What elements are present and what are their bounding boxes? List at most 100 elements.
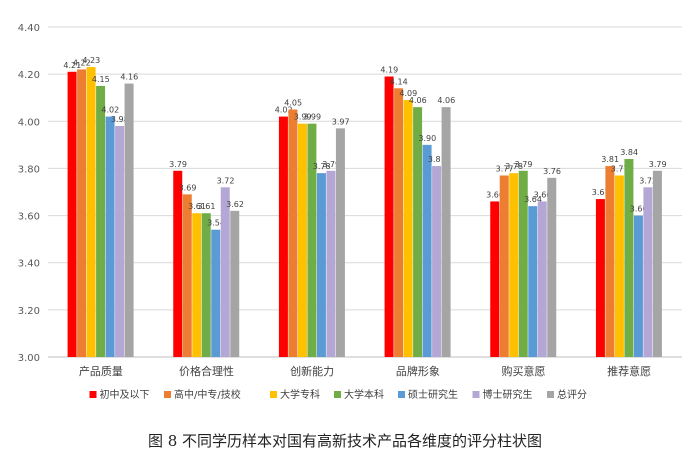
data-label: 3.79 bbox=[515, 160, 533, 169]
legend-swatch bbox=[89, 391, 97, 398]
data-label: 3.61 bbox=[198, 202, 216, 211]
y-tick-label: 4.40 bbox=[18, 23, 40, 34]
bar bbox=[547, 177, 557, 357]
data-label: 4.19 bbox=[380, 66, 398, 75]
data-label: 3.72 bbox=[217, 176, 235, 185]
bar bbox=[326, 170, 336, 357]
legend-label: 大学专科 bbox=[280, 388, 320, 401]
data-label: 3.69 bbox=[179, 183, 197, 192]
data-label: 3.62 bbox=[226, 200, 244, 209]
x-tick-label: 推荐意愿 bbox=[607, 364, 651, 378]
bar bbox=[499, 175, 509, 357]
bar bbox=[403, 100, 413, 358]
bar bbox=[307, 123, 317, 358]
data-label: 4.09 bbox=[399, 89, 417, 98]
x-tick-label: 创新能力 bbox=[290, 364, 334, 378]
data-label: 3.72 bbox=[639, 176, 657, 185]
data-label: 3.97 bbox=[332, 117, 350, 126]
bar bbox=[86, 67, 96, 358]
data-label: 3.54 bbox=[207, 219, 225, 228]
bar bbox=[201, 213, 211, 357]
data-label: 4.22 bbox=[73, 58, 91, 67]
bar bbox=[230, 210, 240, 357]
data-label: 3.84 bbox=[620, 148, 638, 157]
bar bbox=[278, 116, 288, 357]
legend-label: 大学本科 bbox=[344, 388, 384, 401]
data-label: 4.14 bbox=[390, 77, 408, 86]
data-label: 4.21 bbox=[63, 61, 81, 70]
bar bbox=[509, 173, 519, 357]
bar bbox=[67, 71, 77, 358]
data-label: 3.78 bbox=[313, 162, 331, 171]
bar bbox=[518, 170, 528, 357]
y-tick-label: 3.20 bbox=[18, 306, 40, 317]
legend-label: 硕士研究生 bbox=[408, 388, 458, 401]
legend-label: 总评分 bbox=[557, 388, 587, 401]
data-label: 3.77 bbox=[611, 165, 629, 174]
data-label: 3.64 bbox=[524, 195, 542, 204]
bar bbox=[394, 88, 404, 358]
data-label: 3.90 bbox=[418, 134, 436, 143]
bar bbox=[211, 229, 221, 357]
x-tick-label: 品牌形象 bbox=[396, 364, 440, 378]
legend-swatch bbox=[334, 391, 341, 398]
data-label: 4.23 bbox=[82, 56, 100, 65]
bar bbox=[96, 85, 106, 357]
bar bbox=[182, 194, 192, 357]
legend-swatch bbox=[164, 391, 171, 398]
data-label: 3.79 bbox=[322, 160, 340, 169]
data-label: 3.79 bbox=[169, 160, 187, 169]
bar bbox=[173, 170, 183, 357]
data-label: 3.79 bbox=[649, 160, 667, 169]
legend-swatch bbox=[398, 391, 405, 398]
bar bbox=[297, 123, 307, 358]
y-tick-label: 4.20 bbox=[18, 70, 40, 81]
bar bbox=[605, 166, 615, 357]
data-label: 4.06 bbox=[409, 96, 427, 105]
data-label: 3.81 bbox=[601, 155, 619, 164]
x-tick-label: 价格合理性 bbox=[179, 364, 234, 378]
bar bbox=[413, 107, 423, 358]
bar bbox=[432, 166, 442, 357]
bar bbox=[384, 76, 394, 357]
legend-swatch bbox=[547, 391, 554, 398]
data-label: 4.05 bbox=[284, 99, 302, 108]
data-label: 3.99 bbox=[303, 113, 321, 122]
data-label: 3.67 bbox=[592, 188, 610, 197]
x-tick-label: 购买意愿 bbox=[502, 364, 546, 378]
data-label: 4.06 bbox=[437, 96, 455, 105]
bar bbox=[115, 126, 125, 357]
figure-caption: 图 8 不同学历样本对国有高新技术产品各维度的评分柱状图 bbox=[147, 432, 543, 450]
bar bbox=[528, 206, 538, 357]
bar-chart: 3.00 3.20 3.40 3.60 3.80 4.00 4.20 4.40 4.214.22… bbox=[18, 23, 682, 401]
data-label: 3.66 bbox=[534, 190, 552, 199]
bar bbox=[77, 69, 87, 357]
data-label: 4.15 bbox=[92, 75, 110, 84]
bar bbox=[220, 187, 230, 357]
bar bbox=[105, 116, 115, 357]
legend-swatch bbox=[472, 391, 480, 398]
data-label: 4.02 bbox=[275, 106, 293, 115]
legend-label: 高中/中专/技校 bbox=[174, 388, 241, 401]
bar bbox=[192, 213, 202, 357]
data-label: 3.66 bbox=[486, 190, 504, 199]
bar bbox=[335, 128, 345, 357]
y-tick-label: 4.00 bbox=[18, 117, 40, 128]
x-tick-label: 产品质量 bbox=[79, 364, 123, 378]
bar bbox=[537, 201, 547, 357]
legend-label: 博士研究生 bbox=[483, 388, 533, 401]
data-label: 3.99 bbox=[294, 113, 312, 122]
legend-swatch bbox=[270, 391, 277, 398]
data-label: 3.61 bbox=[188, 202, 206, 211]
data-label: 3.77 bbox=[496, 165, 514, 174]
bar bbox=[490, 201, 500, 357]
bar bbox=[643, 187, 653, 357]
data-label: 4.02 bbox=[101, 106, 119, 115]
data-label: 3.81 bbox=[428, 155, 446, 164]
data-label: 3.76 bbox=[543, 167, 561, 176]
data-label: 4.16 bbox=[120, 73, 138, 82]
legend-label: 初中及以下 bbox=[100, 388, 150, 401]
bar bbox=[422, 144, 432, 357]
bar bbox=[288, 109, 298, 357]
data-label: 3.78 bbox=[505, 162, 523, 171]
